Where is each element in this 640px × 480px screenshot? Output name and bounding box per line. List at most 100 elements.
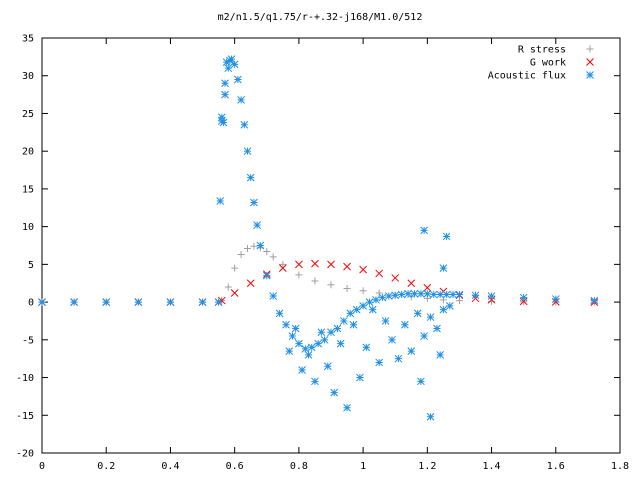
series-2 bbox=[38, 55, 599, 421]
data-point bbox=[224, 64, 233, 73]
data-point bbox=[307, 343, 316, 352]
data-point bbox=[375, 289, 383, 297]
data-point bbox=[381, 317, 390, 325]
y-tick-label: 25 bbox=[22, 109, 34, 120]
y-tick-label: 5 bbox=[28, 260, 34, 271]
data-point bbox=[436, 290, 445, 299]
data-point bbox=[343, 403, 351, 412]
data-point bbox=[439, 305, 448, 314]
data-point bbox=[256, 241, 265, 250]
data-point bbox=[323, 362, 332, 371]
data-point bbox=[330, 388, 339, 397]
x-tick-label: 1.2 bbox=[418, 461, 436, 472]
data-point bbox=[243, 147, 252, 156]
y-tick-label: -10 bbox=[16, 373, 34, 384]
data-point bbox=[217, 113, 226, 122]
x-tick-label: 0 bbox=[39, 461, 45, 472]
data-point bbox=[285, 347, 294, 355]
data-point bbox=[420, 226, 428, 235]
data-point bbox=[216, 197, 225, 205]
y-tick-label: -5 bbox=[22, 335, 34, 346]
data-point bbox=[368, 305, 377, 314]
series-1 bbox=[38, 259, 599, 306]
data-point bbox=[343, 262, 351, 271]
data-point bbox=[417, 289, 425, 298]
data-point bbox=[70, 298, 78, 306]
y-tick-label: 35 bbox=[22, 34, 34, 45]
data-point bbox=[372, 295, 380, 304]
data-point bbox=[244, 245, 252, 253]
legend-marker bbox=[586, 71, 594, 79]
x-tick-label: 0.2 bbox=[97, 461, 115, 472]
data-point bbox=[433, 324, 441, 333]
data-point bbox=[423, 289, 432, 298]
data-point bbox=[449, 290, 457, 299]
data-point bbox=[455, 290, 464, 299]
data-point bbox=[134, 298, 143, 306]
data-point bbox=[413, 309, 422, 318]
series-0 bbox=[38, 242, 598, 306]
data-point bbox=[237, 251, 245, 259]
data-point bbox=[404, 289, 412, 298]
data-point bbox=[311, 277, 319, 285]
data-point bbox=[442, 232, 451, 241]
data-point bbox=[336, 339, 345, 348]
data-point bbox=[278, 264, 287, 272]
data-point bbox=[230, 60, 239, 69]
data-point bbox=[420, 332, 428, 340]
x-tick-label: 1.8 bbox=[611, 461, 629, 472]
data-point bbox=[327, 260, 335, 269]
data-point bbox=[288, 332, 297, 340]
data-point bbox=[365, 298, 374, 306]
data-point bbox=[359, 302, 367, 310]
data-point bbox=[375, 358, 384, 367]
data-point bbox=[327, 281, 335, 289]
data-point bbox=[590, 296, 599, 305]
data-point bbox=[102, 298, 111, 306]
data-point bbox=[346, 309, 355, 318]
data-point bbox=[230, 289, 239, 297]
data-point bbox=[320, 335, 329, 344]
legend: R stress G work Acoustic flux bbox=[488, 45, 594, 82]
axes: 0 0.2 0.4 0.6 0.8 1 1.2 1.4 1.6 1.8 -20 -15 -10 -5 0 5 1… bbox=[16, 34, 629, 473]
data-point bbox=[551, 295, 560, 303]
data-point bbox=[240, 120, 249, 129]
y-tick-label: 20 bbox=[22, 147, 34, 158]
data-point bbox=[269, 292, 278, 300]
legend-marker bbox=[586, 58, 594, 66]
data-point bbox=[349, 320, 358, 329]
data-point bbox=[279, 260, 287, 268]
legend-label: Acoustic flux bbox=[488, 71, 566, 82]
data-point bbox=[304, 351, 313, 359]
data-point bbox=[359, 265, 367, 274]
data-point bbox=[224, 283, 232, 291]
data-point bbox=[295, 260, 303, 269]
data-point bbox=[295, 339, 303, 348]
y-tick-label: 15 bbox=[22, 184, 34, 195]
data-point bbox=[388, 335, 396, 344]
data-point bbox=[442, 290, 451, 299]
data-point bbox=[356, 373, 364, 382]
data-point bbox=[426, 412, 435, 421]
data-point bbox=[410, 289, 419, 298]
data-point bbox=[407, 347, 416, 355]
data-point bbox=[339, 317, 348, 325]
data-point bbox=[38, 298, 46, 306]
data-point bbox=[250, 242, 258, 250]
data-point bbox=[384, 292, 393, 300]
data-point bbox=[487, 292, 496, 300]
data-point bbox=[436, 351, 445, 359]
legend-marker bbox=[586, 45, 594, 53]
x-tick-label: 1.4 bbox=[483, 461, 501, 472]
data-point bbox=[471, 291, 480, 300]
data-point bbox=[487, 295, 496, 304]
legend-label: G work bbox=[530, 58, 566, 69]
data-point bbox=[378, 293, 387, 302]
data-point bbox=[391, 274, 400, 282]
legend-label: R stress bbox=[518, 45, 566, 56]
data-point bbox=[314, 339, 323, 348]
y-tick-label: 10 bbox=[22, 222, 34, 233]
plot-frame bbox=[41, 37, 621, 454]
data-point bbox=[397, 290, 406, 299]
data-point bbox=[214, 298, 223, 306]
